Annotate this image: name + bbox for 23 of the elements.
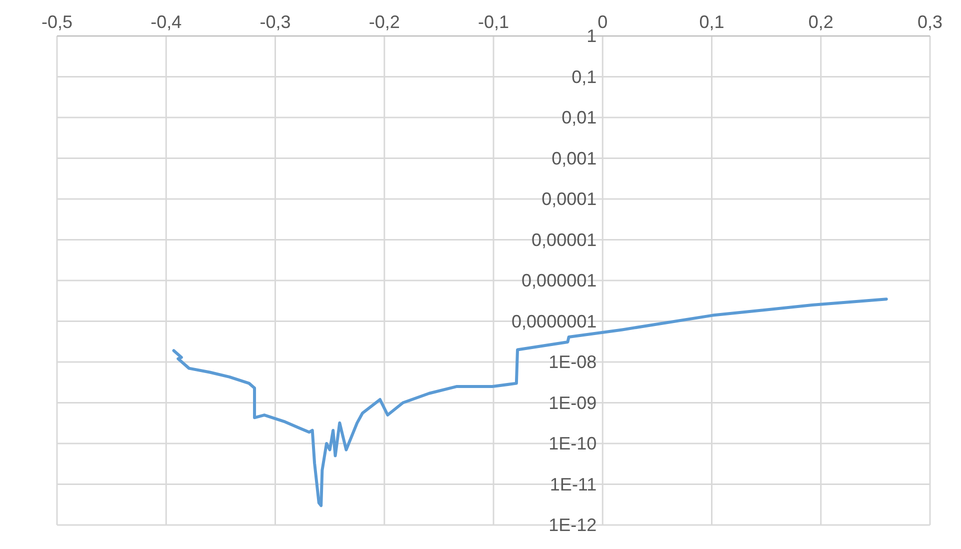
x-tick-label: 0,1 [699, 12, 724, 32]
x-tick-label: -0,5 [41, 12, 73, 32]
y-tick-label: 0,1 [572, 66, 597, 87]
x-tick-label: -0,4 [150, 12, 182, 32]
y-tick-label: 1E-12 [548, 515, 597, 535]
line-series [172, 298, 888, 508]
y-tick-label: 1E-11 [550, 474, 597, 494]
y-tick-label: 1 [586, 26, 597, 46]
y-tick-label: 1E-08 [548, 352, 597, 372]
y-tick-label: 0,0001 [542, 189, 597, 209]
y-tick-label: 0,00001 [532, 230, 597, 250]
y-tick-label: 1E-09 [548, 392, 597, 413]
x-tick-label: -0,1 [478, 12, 510, 32]
x-tick-label: -0,3 [260, 12, 291, 32]
x-tick-label: -0,2 [368, 12, 400, 32]
y-tick-label: 0,01 [562, 108, 597, 128]
y-tick-label: 0,001 [552, 148, 597, 168]
y-tick-label: 0,0000001 [512, 311, 597, 332]
y-tick-label: 0,000001 [522, 270, 597, 290]
x-tick-label: 0 [598, 12, 608, 32]
x-tick-label: 0,3 [917, 12, 943, 32]
y-tick-label: 1E-10 [548, 434, 597, 454]
x-tick-label: 0,2 [808, 12, 834, 32]
